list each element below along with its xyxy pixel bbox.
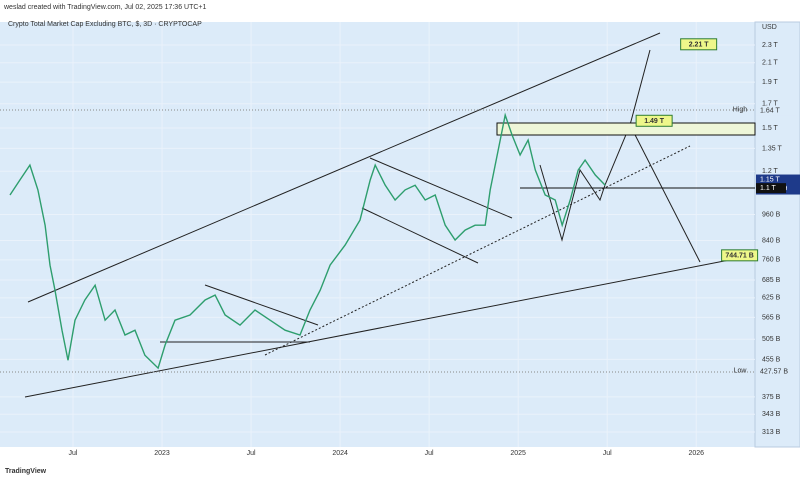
price-line (9, 112, 606, 370)
x-tick-label: 2025 (510, 450, 526, 457)
y-tick-label: 455 B (762, 356, 781, 363)
target-callout (680, 38, 718, 51)
y-tick-label: 625 B (762, 295, 781, 302)
target-callout (721, 249, 759, 262)
marker-box (756, 366, 796, 377)
y-tick-label: 1.7 T (762, 101, 779, 108)
x-tick-label: 2023 (154, 450, 170, 457)
byline: weslad created with TradingView.com, Jul… (3, 4, 207, 11)
target-label: 744.71 B (725, 253, 753, 260)
y-tick-label: 840 B (762, 237, 781, 244)
x-tick-label: 2026 (688, 450, 704, 457)
level-box (756, 183, 786, 194)
marker-box (756, 105, 796, 116)
x-tick-label: Jul (247, 450, 256, 457)
x-tick-label: Jul (69, 450, 78, 457)
y-tick-label: 1.9 T (762, 79, 779, 86)
y-tick-label: 1.5 T (762, 125, 779, 132)
target-callout (635, 114, 673, 127)
marker-name: Low (734, 367, 748, 374)
marker-label: 1.64 T (760, 108, 780, 115)
y-tick-label: 2.1 T (762, 60, 779, 67)
y-tick-label: 2.3 T (762, 42, 779, 49)
marker-name: High (733, 107, 748, 114)
marker-label: 427.57 B (760, 368, 788, 375)
y-tick-label: 565 B (762, 314, 781, 321)
y-tick-label: 505 B (762, 336, 781, 343)
target-label: 2.21 T (689, 42, 710, 49)
chart-title: Crypto Total Market Cap Excluding BTC, $… (8, 21, 202, 28)
current-price: 1.15 T (760, 176, 780, 183)
target-label: 1.49 T (644, 118, 665, 125)
x-tick-label: 2024 (332, 450, 348, 457)
plot-area (0, 22, 755, 447)
y-tick-label: 343 B (762, 411, 781, 418)
y-tick-label: 685 B (762, 277, 781, 284)
footer-logo: TradingView (5, 468, 47, 475)
x-tick-label: Jul (603, 450, 612, 457)
y-tick-label: 1.2 T (762, 168, 779, 175)
y-tick-label: 313 B (762, 429, 781, 436)
trend-lines (0, 32, 756, 398)
x-tick-label: Jul (425, 450, 434, 457)
unit: USD (762, 24, 777, 31)
y-tick-label: 760 B (762, 257, 781, 264)
level-label: 1.1 T (760, 185, 777, 192)
y-tick-label: 375 B (762, 394, 781, 401)
y-tick-label: 960 B (762, 211, 781, 218)
y-tick-label: 1.35 T (762, 145, 782, 152)
